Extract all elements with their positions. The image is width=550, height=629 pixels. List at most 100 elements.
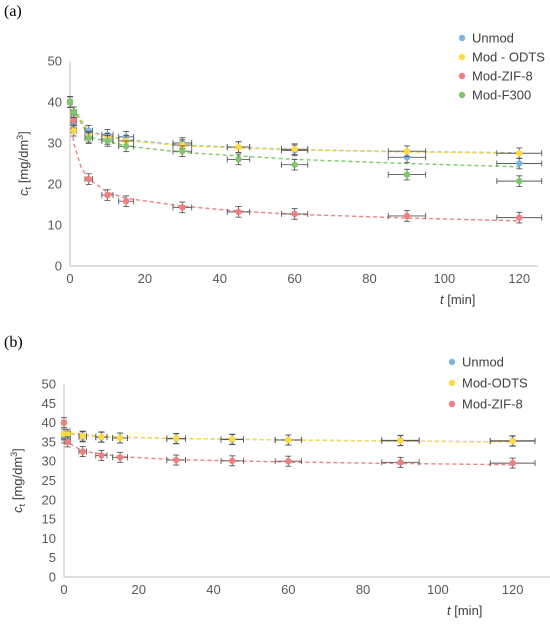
data-point xyxy=(285,436,292,444)
legend-label: Unmod xyxy=(472,31,514,46)
legend-label: Mod-ZIF-8 xyxy=(462,397,523,412)
data-point xyxy=(179,141,186,149)
data-point xyxy=(172,435,180,442)
x-tick-label: 100 xyxy=(434,271,456,286)
legend-marker xyxy=(458,34,466,42)
data-point xyxy=(291,210,298,218)
x-tick-label: 60 xyxy=(287,271,301,286)
chart-panel-a: (a) 0 10 20 30 40 50 0 20 40 60 80 100 120 t [min] ct … xyxy=(4,3,545,308)
data-point xyxy=(79,448,86,455)
legend-label: Mod - ODTS xyxy=(472,50,545,65)
x-tick-label: 20 xyxy=(132,582,146,597)
chart-panel-b: (b) 0 5 10 15 20 25 30 35 40 45 50 0 20 40 60 80 100 120 t… xyxy=(0,320,550,629)
legend-marker xyxy=(458,53,466,61)
y-tick-label: 10 xyxy=(48,218,62,233)
data-point xyxy=(291,161,298,168)
y-tick-label: 5 xyxy=(49,550,56,565)
data-point xyxy=(98,433,105,441)
y-tick-label: 10 xyxy=(42,531,56,546)
legend-label: Mod-ZIF-8 xyxy=(472,69,533,84)
data-point xyxy=(70,109,77,116)
data-point xyxy=(516,214,523,221)
x-tick-label: 40 xyxy=(213,271,227,286)
y-tick-label: 25 xyxy=(42,473,56,488)
data-point xyxy=(516,177,523,185)
error-bar xyxy=(281,158,309,171)
y-tick-label: 40 xyxy=(42,415,56,430)
x-tick-label: 40 xyxy=(206,582,220,597)
y-tick-label: 0 xyxy=(55,259,62,274)
x-axis-title: t [min] xyxy=(447,603,482,618)
y-tick-label: 35 xyxy=(42,434,56,449)
data-point xyxy=(64,438,71,446)
x-tick-label: 80 xyxy=(356,582,370,597)
y-tick-label: 30 xyxy=(42,454,56,469)
legend-label: Mod-ODTS xyxy=(462,376,528,391)
data-point xyxy=(403,154,411,161)
y-tick-label: 50 xyxy=(42,377,56,392)
data-point xyxy=(403,148,411,155)
y-tick-label: 20 xyxy=(42,492,56,507)
legend-marker xyxy=(458,72,466,80)
data-point xyxy=(122,143,130,150)
legend-label: Mod-F300 xyxy=(472,88,531,103)
data-point xyxy=(70,117,77,124)
x-tick-label: 100 xyxy=(427,582,449,597)
data-point xyxy=(64,430,71,438)
data-point xyxy=(291,145,298,153)
legend-marker xyxy=(448,358,456,366)
data-point xyxy=(66,98,74,106)
data-point xyxy=(98,452,105,459)
data-point xyxy=(516,160,523,167)
legend-label: Unmod xyxy=(462,355,504,370)
data-point xyxy=(403,171,411,178)
data-point xyxy=(85,134,92,142)
data-point xyxy=(60,419,68,426)
x-tick-label: 0 xyxy=(60,582,67,597)
y-axis-title: ct [mg/dm3] xyxy=(15,131,33,196)
legend-marker xyxy=(458,91,466,99)
x-tick-label: 80 xyxy=(362,271,376,286)
y-tick-label: 30 xyxy=(48,136,62,151)
data-point xyxy=(172,456,180,464)
x-tick-label: 20 xyxy=(138,271,152,286)
panel-label: (b) xyxy=(4,334,23,351)
data-point xyxy=(285,458,292,465)
data-point xyxy=(70,127,77,134)
error-bar xyxy=(95,431,108,443)
data-point xyxy=(122,198,130,205)
y-tick-label: 20 xyxy=(48,177,62,192)
error-bar xyxy=(112,432,129,444)
y-axis-title: ct [mg/dm3] xyxy=(9,448,27,513)
data-point xyxy=(229,435,236,443)
data-point xyxy=(179,148,186,155)
data-point xyxy=(229,457,236,465)
x-tick-label: 120 xyxy=(502,582,524,597)
data-point xyxy=(403,212,411,220)
data-point xyxy=(116,454,124,461)
y-tick-label: 50 xyxy=(48,54,62,69)
x-tick-label: 60 xyxy=(281,582,295,597)
fit-curve xyxy=(69,101,520,168)
data-point xyxy=(516,150,523,157)
data-point xyxy=(79,432,86,440)
legend-marker xyxy=(448,379,456,387)
x-tick-label: 0 xyxy=(66,271,73,286)
y-tick-label: 45 xyxy=(42,396,56,411)
x-tick-label: 120 xyxy=(508,271,530,286)
data-point xyxy=(509,459,516,467)
fit-curve xyxy=(69,101,520,222)
data-point xyxy=(85,175,92,183)
x-axis-title: t [min] xyxy=(440,292,475,307)
data-point xyxy=(116,434,124,442)
data-point xyxy=(235,208,242,216)
chart-b-svg: 0 5 10 15 20 25 30 35 40 45 50 0 20 40 60 80 100 120 t [mi… xyxy=(9,355,550,618)
data-point xyxy=(179,204,186,211)
data-point xyxy=(397,437,404,444)
y-tick-label: 40 xyxy=(48,95,62,110)
data-point xyxy=(235,143,242,151)
data-point xyxy=(85,127,92,134)
legend-marker xyxy=(448,400,456,408)
chart-a-svg: 0 10 20 30 40 50 0 20 40 60 80 100 120 t [min] ct [mg/… xyxy=(15,31,545,308)
y-tick-label: 0 xyxy=(49,570,56,585)
